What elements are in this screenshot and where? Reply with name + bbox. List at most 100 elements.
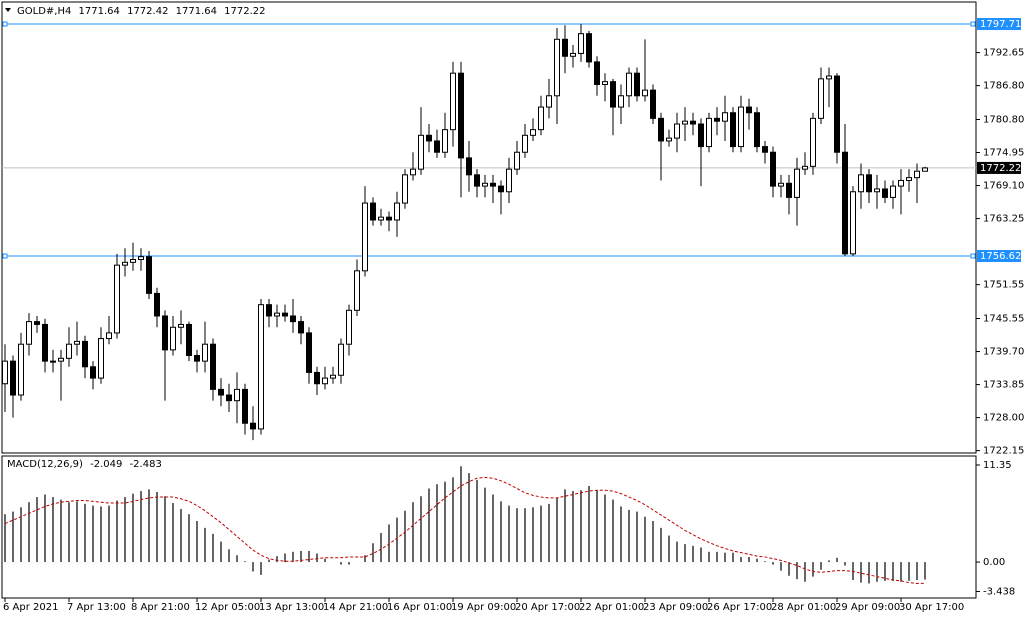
candle-body: [202, 343, 208, 362]
y-tick-label: 1751.55: [983, 280, 1024, 291]
candle-body: [298, 321, 304, 334]
candle-body: [250, 422, 256, 430]
candle-body: [834, 75, 840, 153]
x-tick-label: 28 Apr 01:00: [771, 602, 836, 613]
candle-body: [898, 179, 904, 187]
candle-body: [770, 151, 776, 187]
candle-body: [74, 340, 80, 345]
symbol: GOLD#,H4: [17, 6, 71, 17]
x-tick-label: 16 Apr 01:00: [387, 602, 452, 613]
price-label-box: [977, 161, 1021, 174]
candle-body: [26, 321, 32, 345]
candle-body: [354, 270, 360, 311]
candle-body: [458, 72, 464, 159]
candle-body: [82, 340, 88, 368]
candle-body: [306, 332, 312, 373]
candle-body: [890, 185, 896, 198]
y-tick-label: 1792.65: [983, 48, 1024, 59]
candle-body: [762, 146, 768, 153]
candle-body: [610, 81, 616, 108]
candle-body: [122, 261, 128, 266]
candle-body: [634, 72, 640, 97]
candle-body: [402, 174, 408, 204]
candle-body: [90, 366, 96, 379]
candle-body: [194, 354, 200, 362]
price-label-box: [977, 250, 1021, 263]
x-tick-label: 7 Apr 13:00: [67, 602, 126, 613]
candle-body: [594, 61, 600, 85]
y-tick-label: 0.00: [983, 557, 1005, 568]
candle-body: [850, 191, 856, 255]
candle-body: [674, 123, 680, 139]
candle-body: [218, 388, 224, 396]
candle-body: [570, 52, 576, 57]
price-label: 1756.62: [980, 251, 1021, 262]
x-tick-label: 19 Apr 09:00: [451, 602, 516, 613]
candle-body: [650, 89, 656, 119]
x-tick-label: 22 Apr 01:00: [579, 602, 644, 613]
line-handle: [2, 253, 8, 259]
macd-frame: [1, 455, 977, 599]
x-tick-label: 29 Apr 09:00: [835, 602, 900, 613]
header-low: 1771.64: [176, 6, 217, 17]
candle-body: [810, 117, 816, 167]
signal-line: [4, 476, 926, 584]
candle-body: [482, 182, 488, 187]
candle-body: [258, 304, 264, 430]
candle-body: [722, 112, 728, 122]
candle-body: [418, 134, 424, 170]
candle-body: [186, 323, 192, 356]
candle-body: [58, 357, 64, 362]
candle-body: [514, 151, 520, 170]
line-handle: [970, 21, 976, 27]
candle-body: [706, 117, 712, 148]
x-tick-label: 14 Apr 21:00: [323, 602, 388, 613]
y-tick-label: 1786.80: [983, 81, 1024, 92]
candle-body: [442, 129, 448, 153]
y-tick-label: 11.35: [983, 460, 1012, 471]
y-tick-label: 1728.00: [983, 413, 1024, 424]
candle-body: [42, 323, 48, 362]
candle-body: [154, 292, 160, 317]
candle-body: [282, 312, 288, 317]
candle-body: [786, 182, 792, 198]
candle-body: [882, 188, 888, 198]
candle-body: [386, 216, 392, 221]
y-tick-label: 1733.85: [983, 380, 1024, 391]
candle-body: [554, 38, 560, 97]
candle-body: [626, 72, 632, 97]
candle-body: [818, 78, 824, 119]
candle-body: [346, 309, 352, 345]
candle-body: [234, 388, 240, 402]
candle-body: [66, 343, 72, 359]
line-handle: [2, 21, 8, 27]
candle-body: [210, 343, 216, 390]
candle-body: [162, 315, 168, 351]
candle-body: [338, 343, 344, 376]
candle-body: [586, 33, 592, 63]
candle-body: [642, 89, 648, 97]
candle-body: [842, 151, 848, 255]
signal-value: -2.483: [130, 459, 162, 470]
candle-body: [754, 112, 760, 148]
candle-body: [274, 312, 280, 317]
candle-body: [130, 259, 136, 263]
macd-header: MACD(12,26,9) -2.049 -2.483: [7, 459, 162, 470]
candle-body: [802, 165, 808, 170]
candle-body: [618, 95, 624, 108]
price-label-box: [977, 18, 1021, 31]
candle-body: [658, 117, 664, 142]
candle-body: [450, 72, 456, 131]
candle-body: [18, 343, 24, 396]
y-tick-label: 1722.15: [983, 446, 1024, 457]
header-open: 1771.64: [79, 6, 120, 17]
candle-body: [106, 332, 112, 340]
candle-body: [466, 157, 472, 176]
menu-arrow[interactable]: [5, 8, 11, 12]
candle-body: [546, 95, 552, 108]
x-tick-label: 6 Apr 2021: [3, 602, 58, 613]
macd-title: MACD(12,26,9): [7, 459, 83, 470]
candle-body: [34, 321, 40, 325]
header-close: 1772.22: [224, 6, 265, 17]
